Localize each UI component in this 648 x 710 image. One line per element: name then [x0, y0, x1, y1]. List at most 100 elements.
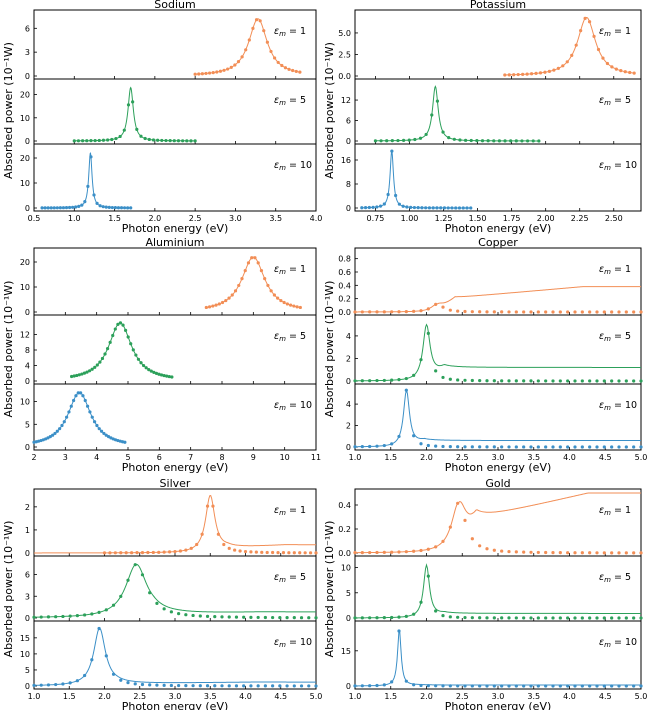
data-point	[238, 549, 242, 553]
y-tick-label: 0.2	[338, 295, 351, 304]
data-point	[279, 298, 283, 303]
data-point	[522, 445, 526, 449]
data-point	[263, 615, 267, 620]
y-tick-label: 10	[341, 564, 351, 573]
data-point	[448, 684, 452, 688]
x-tick-label: 1.0	[68, 214, 81, 223]
data-point	[624, 310, 628, 314]
y-tick-label: 16	[341, 156, 351, 165]
data-point	[111, 603, 116, 607]
subplot-eps-5: 0 2 4 εm = 5	[346, 314, 643, 386]
data-point	[558, 684, 562, 688]
data-point	[454, 206, 458, 210]
data-point	[54, 615, 58, 619]
data-point	[204, 305, 208, 310]
data-point	[470, 684, 474, 688]
data-point	[46, 683, 51, 687]
data-point	[250, 256, 254, 260]
chart-title: Silver	[160, 477, 191, 490]
data-point	[632, 684, 636, 688]
axes-frame	[354, 555, 642, 622]
y-tick-label: 0	[346, 443, 351, 452]
x-tick-label: 4.5	[599, 453, 612, 462]
data-point	[292, 304, 296, 308]
data-point	[397, 434, 401, 439]
data-point	[544, 379, 548, 383]
data-point	[68, 614, 72, 618]
data-point	[114, 136, 118, 141]
data-point	[371, 205, 375, 209]
data-point	[102, 551, 107, 555]
subplot-eps-10: 0 5 10 εm = 10	[20, 383, 317, 452]
data-point	[573, 616, 577, 620]
data-point	[176, 139, 181, 143]
data-point	[458, 138, 462, 142]
data-point	[566, 379, 570, 383]
data-point	[289, 303, 293, 307]
x-tick-label: 2.25	[571, 214, 589, 223]
data-point	[353, 310, 357, 314]
data-point	[131, 100, 135, 104]
data-point	[68, 681, 72, 685]
data-point	[104, 608, 108, 612]
data-point	[85, 404, 90, 408]
data-point	[278, 615, 282, 620]
data-point	[536, 684, 540, 688]
data-point	[61, 206, 66, 210]
data-point	[126, 335, 130, 339]
data-point	[536, 379, 540, 383]
subplot-eps-5: 0 5 10 εm = 5	[341, 555, 643, 623]
y-tick-label: 0.4	[338, 501, 351, 510]
data-point	[595, 551, 599, 555]
series-line	[375, 85, 539, 142]
data-point	[85, 139, 89, 143]
data-point	[140, 682, 145, 687]
eps-label: εm = 1	[274, 505, 306, 517]
data-point	[152, 370, 156, 374]
chart-title: Sodium	[154, 0, 195, 11]
data-point	[367, 205, 371, 210]
axes-frame	[354, 9, 642, 80]
data-point	[168, 139, 172, 143]
axes-frame	[354, 247, 642, 316]
data-point	[211, 504, 215, 508]
data-point	[111, 672, 116, 676]
x-tick-label: 2.00	[537, 214, 555, 223]
subplot-eps-1: 0.0 2.5 5.0 εm = 1	[338, 9, 642, 81]
data-point	[431, 206, 435, 210]
data-point	[119, 594, 123, 599]
y-tick-label: 0.2	[338, 525, 351, 534]
data-point	[507, 549, 511, 554]
chart-title: Potassium	[470, 0, 526, 11]
data-point	[379, 139, 383, 143]
data-point	[360, 379, 364, 383]
data-point	[485, 379, 489, 383]
data-point	[441, 614, 445, 618]
x-tick-label: 5	[125, 453, 130, 462]
data-point	[566, 551, 570, 555]
data-point	[88, 410, 92, 414]
data-point	[227, 296, 231, 300]
axes-frame	[354, 314, 642, 385]
data-point	[216, 532, 220, 536]
data-point	[551, 445, 555, 449]
data-point	[551, 550, 555, 555]
data-point	[48, 435, 52, 439]
x-tick-label: 1.5	[384, 453, 397, 462]
x-tick-label: 2.5	[189, 214, 202, 223]
data-point	[131, 348, 135, 352]
y-tick-label: 0	[346, 137, 351, 146]
data-point	[434, 684, 438, 688]
data-point	[92, 420, 97, 424]
x-tick-label: 1.00	[401, 214, 419, 223]
data-point	[195, 542, 199, 547]
data-point	[405, 205, 409, 209]
data-point	[170, 375, 174, 379]
data-point	[426, 307, 430, 311]
data-point	[574, 43, 578, 47]
data-point	[450, 206, 454, 210]
data-point	[71, 205, 75, 209]
data-point	[126, 103, 131, 107]
data-point	[53, 431, 57, 436]
